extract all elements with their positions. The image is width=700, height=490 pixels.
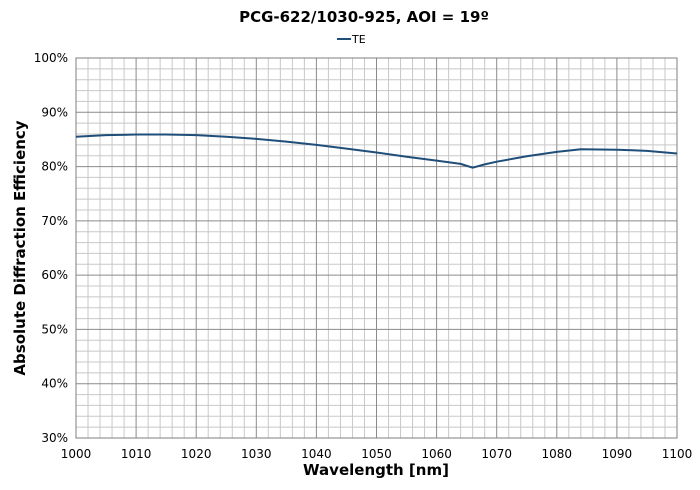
x-tick-label: 1050 xyxy=(361,447,392,461)
y-tick-label: 50% xyxy=(41,322,68,336)
series-line-te xyxy=(75,133,678,169)
x-tick-label: 1040 xyxy=(301,447,332,461)
plot-area-border xyxy=(75,57,678,439)
y-tick-label: 30% xyxy=(41,431,68,445)
y-tick-label: 70% xyxy=(41,214,68,228)
x-axis-label: Wavelength [nm] xyxy=(303,461,449,479)
y-tick-label: 60% xyxy=(41,268,68,282)
x-tick-label: 1060 xyxy=(421,447,452,461)
x-tick-label: 1080 xyxy=(542,447,573,461)
y-axis-ticks: 30% 40% 50% 60% 70% 80% 90% 100% xyxy=(34,51,68,445)
y-axis-label: Absolute Diffraction Efficiency xyxy=(11,120,29,375)
chart-title: PCG-622/1030-925, AOI = 19º xyxy=(239,8,489,26)
y-tick-label: 80% xyxy=(41,160,68,174)
legend-label-te: TE xyxy=(351,33,366,46)
x-tick-label: 1070 xyxy=(481,447,512,461)
x-tick-label: 1090 xyxy=(602,447,633,461)
y-tick-label: 100% xyxy=(34,51,68,65)
x-tick-label: 1020 xyxy=(181,447,212,461)
x-tick-label: 1030 xyxy=(241,447,272,461)
x-tick-label: 1000 xyxy=(61,447,92,461)
x-tick-label: 1010 xyxy=(121,447,152,461)
y-tick-label: 40% xyxy=(41,377,68,391)
legend: TE xyxy=(337,33,366,46)
series-layer xyxy=(75,133,678,169)
y-tick-label: 90% xyxy=(41,105,68,119)
grid xyxy=(75,57,678,439)
x-tick-label: 1100 xyxy=(662,447,693,461)
x-axis-ticks: 1000 1010 1020 1030 1040 1050 1060 1070 1080 1090… xyxy=(61,447,693,461)
